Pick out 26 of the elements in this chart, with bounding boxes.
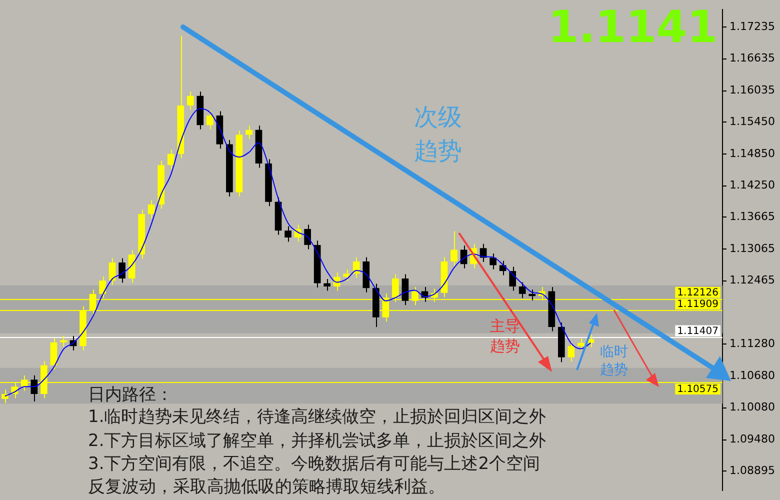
y-tick-label: 1.12465 — [730, 274, 776, 287]
ref-line-label: 1.11407 — [677, 326, 719, 337]
y-tick-label: 1.14250 — [730, 178, 776, 192]
annotation: 日内路径： — [88, 384, 173, 406]
annotation: 1.临时趋势未见终结，待逢高继续做空，止损於回归区间之外 — [88, 406, 546, 428]
y-tick-label: 1.17235 — [730, 20, 776, 33]
y-tick-label: 1.16035 — [730, 84, 776, 97]
annotation: 临时趋势 — [600, 343, 629, 379]
y-tick-label: 1.13065 — [730, 242, 776, 255]
annotation: 3.下方空间有限，不追空。今晚数据后有可能与上述2个空间反复波动，采取高抛低吸的策略搏取短线利益。 — [88, 453, 542, 499]
y-tick-label: 1.15450 — [730, 114, 776, 128]
y-tick-label: 1.10080 — [730, 400, 776, 414]
y-tick-label: 1.09480 — [730, 432, 776, 446]
y-tick-label: 1.08895 — [730, 464, 776, 477]
annotation: 主导趋势 — [490, 316, 521, 356]
ref-line-label: 1.10575 — [677, 384, 719, 396]
y-tick-label: 1.10680 — [730, 368, 776, 382]
y-tick-label: 1.13665 — [730, 210, 776, 223]
ref-line-label: 1.12126 — [677, 288, 719, 299]
y-tick-label: 1.16635 — [730, 52, 776, 65]
annotation: 1.1141 — [548, 2, 718, 53]
annotation: 2.下方目标区域了解空单，并择机尝试多单，止损於区间之外 — [88, 430, 546, 452]
ref-line-label: 1.11909 — [677, 299, 719, 310]
annotation: 次级趋势 — [414, 102, 463, 167]
y-tick-label: 1.14850 — [730, 146, 776, 160]
y-tick-label: 1.11280 — [730, 336, 776, 350]
